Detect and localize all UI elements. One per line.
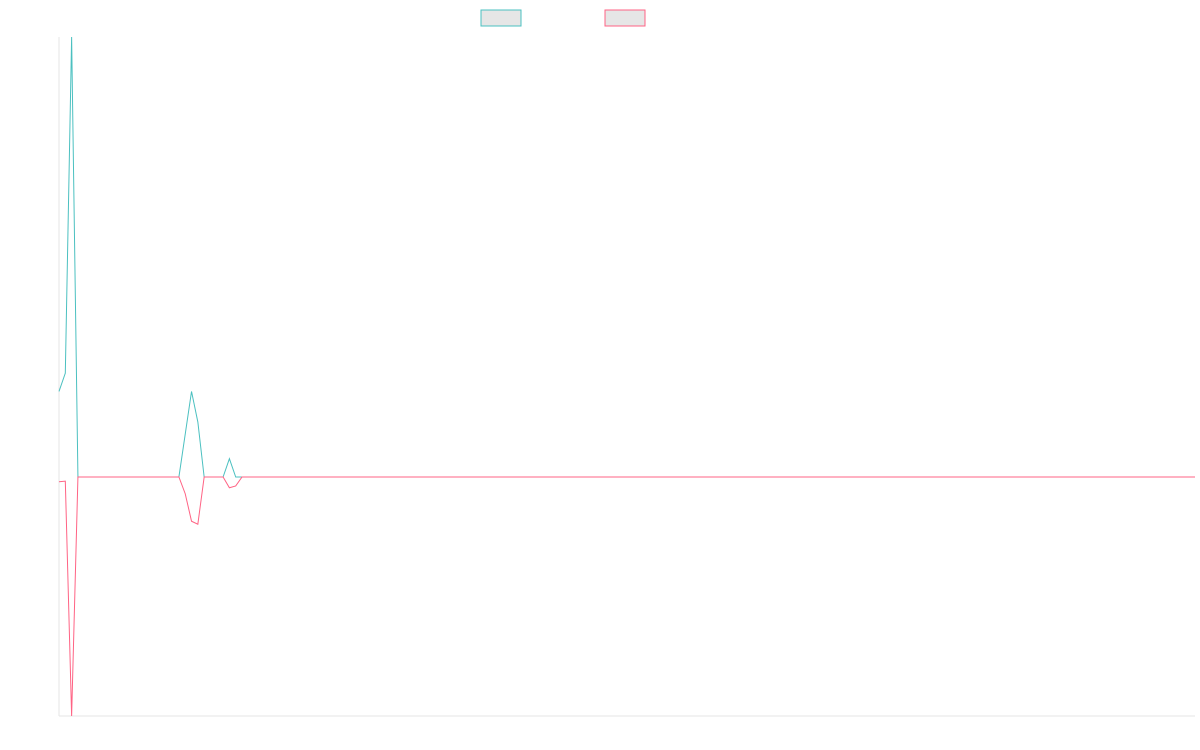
series-lines (58, 36, 1195, 717)
legend-swatch-1[interactable] (480, 9, 522, 27)
legend (480, 9, 646, 27)
series-line-1 (58, 36, 1195, 478)
axes (58, 37, 1195, 717)
series-line-2 (58, 476, 1195, 717)
legend-swatch-2[interactable] (604, 9, 646, 27)
